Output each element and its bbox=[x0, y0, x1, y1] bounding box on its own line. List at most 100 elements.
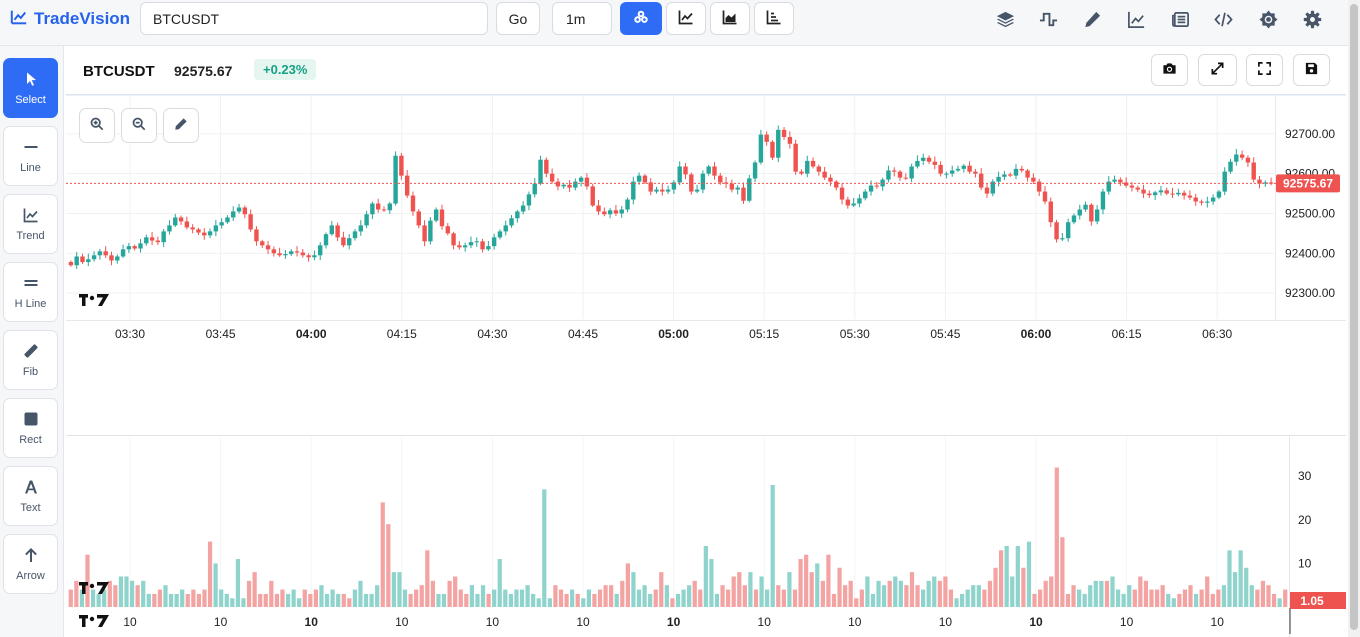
candle-body bbox=[462, 245, 468, 248]
area-chart-button[interactable] bbox=[710, 2, 750, 35]
volume-bar bbox=[1232, 572, 1238, 607]
pencil-icon[interactable] bbox=[1081, 8, 1103, 30]
candle-body bbox=[677, 166, 682, 183]
volume-bar bbox=[1227, 550, 1232, 607]
tool-arrow[interactable]: Arrow bbox=[3, 534, 58, 594]
interval-select[interactable]: 1m bbox=[552, 2, 612, 35]
brand[interactable]: TradeVision bbox=[10, 9, 130, 29]
volume-bar bbox=[1283, 589, 1288, 607]
volume-bar bbox=[324, 593, 330, 607]
time-axis-label: 06:15 bbox=[1112, 327, 1142, 341]
candle-body bbox=[799, 171, 804, 174]
tool-fib[interactable]: Fib bbox=[3, 330, 58, 390]
candle-body bbox=[1094, 209, 1100, 222]
layers-icon[interactable] bbox=[994, 8, 1016, 30]
volume-bar bbox=[698, 589, 703, 607]
line-chart-icon bbox=[678, 9, 694, 28]
volume-bar bbox=[965, 589, 970, 607]
volume-bar bbox=[163, 585, 168, 607]
line-chart-button[interactable] bbox=[666, 2, 706, 35]
tool-hline[interactable]: H Line bbox=[3, 262, 58, 322]
volume-bar bbox=[118, 576, 124, 607]
candle-body bbox=[851, 203, 856, 206]
candle-body bbox=[1083, 204, 1088, 210]
volume-bar bbox=[570, 589, 575, 607]
draw-button[interactable] bbox=[163, 108, 199, 143]
time-axis-label: 05:00 bbox=[658, 327, 689, 341]
change-badge: +0.23% bbox=[254, 59, 317, 80]
candle-body bbox=[1002, 174, 1007, 177]
candle-body bbox=[805, 160, 810, 174]
tool-rect[interactable]: Rect bbox=[3, 398, 58, 458]
candle-body bbox=[120, 249, 126, 257]
screenshot-button[interactable] bbox=[1151, 54, 1188, 86]
tool-text[interactable]: Text bbox=[3, 466, 58, 526]
volume-bar bbox=[508, 593, 513, 607]
hline-icon bbox=[23, 275, 39, 294]
volume-bar bbox=[419, 585, 424, 607]
candle-body bbox=[573, 181, 578, 188]
page-scrollbar[interactable] bbox=[1348, 0, 1360, 637]
time-axis-label: 04:15 bbox=[387, 327, 417, 341]
candle-body bbox=[428, 220, 433, 242]
drawing-tools-sidebar: Select Line Trend H Line Fib Rect Text A… bbox=[0, 46, 64, 637]
bar-chart-button[interactable] bbox=[754, 2, 794, 35]
go-button[interactable]: Go bbox=[496, 2, 540, 35]
candle-body bbox=[173, 217, 178, 226]
save-button[interactable] bbox=[1293, 54, 1330, 86]
volume-bar bbox=[636, 589, 642, 607]
zoom-out-icon bbox=[132, 117, 146, 134]
trend-icon[interactable] bbox=[1125, 8, 1147, 30]
candle-body bbox=[810, 160, 816, 167]
volume-bar bbox=[347, 598, 352, 607]
volume-bar bbox=[898, 580, 903, 607]
candle-body bbox=[544, 159, 549, 174]
zoom-out-button[interactable] bbox=[121, 108, 157, 143]
candle-body bbox=[868, 185, 874, 192]
tool-select[interactable]: Select bbox=[3, 58, 58, 118]
volume-bar bbox=[547, 598, 552, 607]
volume-bar bbox=[781, 589, 786, 607]
fullscreen-button[interactable] bbox=[1246, 54, 1283, 86]
settings-icon[interactable] bbox=[1301, 8, 1323, 30]
brightness-icon[interactable] bbox=[1257, 8, 1279, 30]
volume-bar bbox=[998, 550, 1004, 607]
candle-body bbox=[474, 241, 479, 243]
candle-body bbox=[1100, 191, 1106, 210]
candle-body bbox=[358, 225, 364, 232]
expand-button[interactable] bbox=[1198, 54, 1237, 86]
volume-bar bbox=[146, 593, 151, 607]
candle-body bbox=[323, 234, 329, 246]
volume-bar bbox=[313, 589, 319, 607]
candle-body bbox=[457, 245, 462, 248]
volume-bar bbox=[765, 589, 770, 607]
candle-body bbox=[445, 226, 450, 234]
candle-body bbox=[700, 173, 706, 190]
volume-bar bbox=[798, 559, 803, 607]
candle-body bbox=[770, 141, 775, 158]
candle-body bbox=[973, 171, 978, 174]
volume-bar bbox=[219, 589, 224, 607]
zoom-in-button[interactable] bbox=[79, 108, 115, 143]
candle-body bbox=[80, 256, 85, 263]
tool-label: Select bbox=[15, 93, 46, 106]
volume-bar bbox=[631, 572, 636, 607]
code-icon[interactable] bbox=[1212, 8, 1234, 30]
candle-body bbox=[712, 166, 717, 176]
step-icon[interactable] bbox=[1037, 8, 1059, 30]
time-axis-label: 04:30 bbox=[477, 327, 507, 341]
volume-bar bbox=[843, 585, 848, 607]
scrollbar-thumb[interactable] bbox=[1350, 4, 1358, 630]
volume-time-label: 10 bbox=[305, 615, 319, 629]
volume-bar bbox=[1255, 589, 1260, 607]
candles-chart-button[interactable] bbox=[620, 2, 662, 35]
volume-bar bbox=[681, 589, 686, 607]
symbol-search-input[interactable] bbox=[140, 2, 488, 35]
tool-line[interactable]: Line bbox=[3, 126, 58, 186]
time-axis-label: 05:15 bbox=[749, 327, 779, 341]
volume-bar bbox=[202, 589, 207, 607]
newspaper-icon[interactable] bbox=[1169, 8, 1191, 30]
volume-bar bbox=[497, 559, 502, 607]
tool-trend[interactable]: Trend bbox=[3, 194, 58, 254]
